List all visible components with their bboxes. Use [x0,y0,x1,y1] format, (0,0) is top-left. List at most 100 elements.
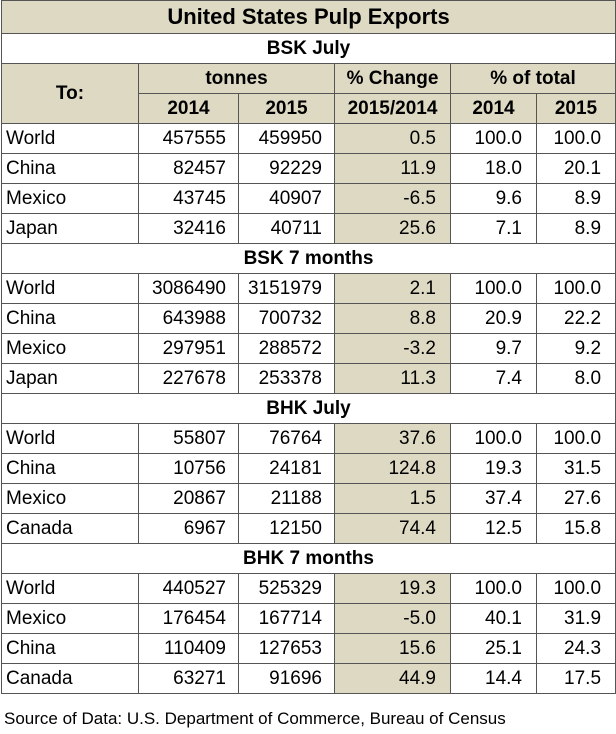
cell-country: Mexico [1,483,139,514]
cell-share-2015: 20.1 [535,153,616,184]
cell-country: World [1,573,139,604]
cell-share-2014: 25.1 [450,633,537,664]
table-row: Canada 63271 91696 44.9 14.4 17.5 [1,663,616,694]
cell-country: Mexico [1,333,139,364]
cell-pct-change: 19.3 [334,573,451,604]
cell-share-2014: 7.4 [450,363,537,394]
cell-country: Mexico [1,603,139,634]
cell-share-2014: 37.4 [450,483,537,514]
table-row: China 643988 700732 8.8 20.9 22.2 [1,303,616,334]
cell-pct-change: 8.8 [334,303,451,334]
cell-share-2015: 100.0 [535,123,616,154]
cell-share-2015: 27.6 [535,483,616,514]
cell-share-2014: 9.6 [450,183,537,214]
table-row: Mexico 43745 40907 -6.5 9.6 8.9 [1,183,616,214]
cell-country: China [1,453,139,484]
cell-tonnes-2014: 110409 [138,633,239,664]
table-row: World 440527 525329 19.3 100.0 100.0 [1,573,616,604]
cell-share-2015: 22.2 [535,303,616,334]
cell-tonnes-2015: 92229 [238,153,335,184]
cell-share-2014: 20.9 [450,303,537,334]
header-share-2015: 2015 [535,93,616,124]
cell-tonnes-2014: 457555 [138,123,239,154]
cell-share-2014: 7.1 [450,213,537,244]
header-period: 2015/2014 [334,93,451,124]
table-row: Japan 32416 40711 25.6 7.1 8.9 [1,213,616,244]
cell-pct-change: 37.6 [334,423,451,454]
cell-tonnes-2014: 297951 [138,333,239,364]
section-title-1: BSK 7 months [0,243,616,274]
cell-tonnes-2015: 3151979 [238,273,335,304]
cell-pct-change: 15.6 [334,633,451,664]
cell-share-2015: 24.3 [535,633,616,664]
cell-pct-change: 11.9 [334,153,451,184]
cell-share-2015: 15.8 [535,513,616,544]
cell-country: World [1,273,139,304]
cell-country: China [1,633,139,664]
cell-tonnes-2014: 55807 [138,423,239,454]
cell-tonnes-2015: 167714 [238,603,335,634]
table-row: Mexico 297951 288572 -3.2 9.7 9.2 [1,333,616,364]
cell-tonnes-2014: 440527 [138,573,239,604]
cell-country: Japan [1,363,139,394]
cell-share-2015: 31.9 [535,603,616,634]
cell-pct-change: -6.5 [334,183,451,214]
cell-tonnes-2014: 227678 [138,363,239,394]
cell-pct-change: -5.0 [334,603,451,634]
table-row: China 10756 24181 124.8 19.3 31.5 [1,453,616,484]
table-row: China 82457 92229 11.9 18.0 20.1 [1,153,616,184]
cell-tonnes-2014: 63271 [138,663,239,694]
cell-pct-change: 11.3 [334,363,451,394]
cell-tonnes-2015: 21188 [238,483,335,514]
cell-tonnes-2015: 24181 [238,453,335,484]
table-row: China 110409 127653 15.6 25.1 24.3 [1,633,616,664]
cell-pct-change: 74.4 [334,513,451,544]
cell-share-2014: 19.3 [450,453,537,484]
cell-tonnes-2014: 10756 [138,453,239,484]
cell-tonnes-2014: 6967 [138,513,239,544]
cell-share-2014: 100.0 [450,423,537,454]
cell-country: Japan [1,213,139,244]
cell-country: Mexico [1,183,139,214]
cell-pct-change: 124.8 [334,453,451,484]
cell-country: Canada [1,663,139,694]
cell-share-2014: 100.0 [450,573,537,604]
cell-share-2015: 100.0 [535,573,616,604]
cell-pct-change: 25.6 [334,213,451,244]
cell-share-2014: 12.5 [450,513,537,544]
cell-tonnes-2015: 40711 [238,213,335,244]
header-share-2014: 2014 [450,93,537,124]
cell-country: Canada [1,513,139,544]
cell-share-2014: 14.4 [450,663,537,694]
cell-share-2015: 100.0 [535,423,616,454]
table-title: United States Pulp Exports [0,0,616,34]
cell-share-2014: 18.0 [450,153,537,184]
cell-tonnes-2014: 3086490 [138,273,239,304]
header-pct-total: % of total [449,63,616,94]
cell-pct-change: 2.1 [334,273,451,304]
cell-pct-change: 1.5 [334,483,451,514]
cell-tonnes-2015: 459950 [238,123,335,154]
cell-tonnes-2015: 40907 [238,183,335,214]
cell-tonnes-2015: 127653 [238,633,335,664]
cell-share-2015: 9.2 [535,333,616,364]
cell-tonnes-2014: 32416 [138,213,239,244]
cell-share-2014: 9.7 [450,333,537,364]
cell-tonnes-2014: 43745 [138,183,239,214]
table-row: World 457555 459950 0.5 100.0 100.0 [1,123,616,154]
cell-share-2015: 8.0 [535,363,616,394]
header-tonnes-2015: 2015 [238,93,335,124]
cell-tonnes-2015: 700732 [238,303,335,334]
table-row: World 55807 76764 37.6 100.0 100.0 [1,423,616,454]
table-body: World 457555 459950 0.5 100.0 100.0 China 82457… [0,123,616,694]
source-note: Source of Data: U.S. Department of Comme… [4,709,506,728]
cell-tonnes-2015: 525329 [238,573,335,604]
cell-pct-change: 0.5 [334,123,451,154]
section-title-3: BHK 7 months [0,543,616,574]
table-row: Mexico 20867 21188 1.5 37.4 27.6 [1,483,616,514]
cell-tonnes-2014: 20867 [138,483,239,514]
cell-share-2014: 40.1 [450,603,537,634]
cell-country: World [1,423,139,454]
cell-tonnes-2015: 12150 [238,513,335,544]
